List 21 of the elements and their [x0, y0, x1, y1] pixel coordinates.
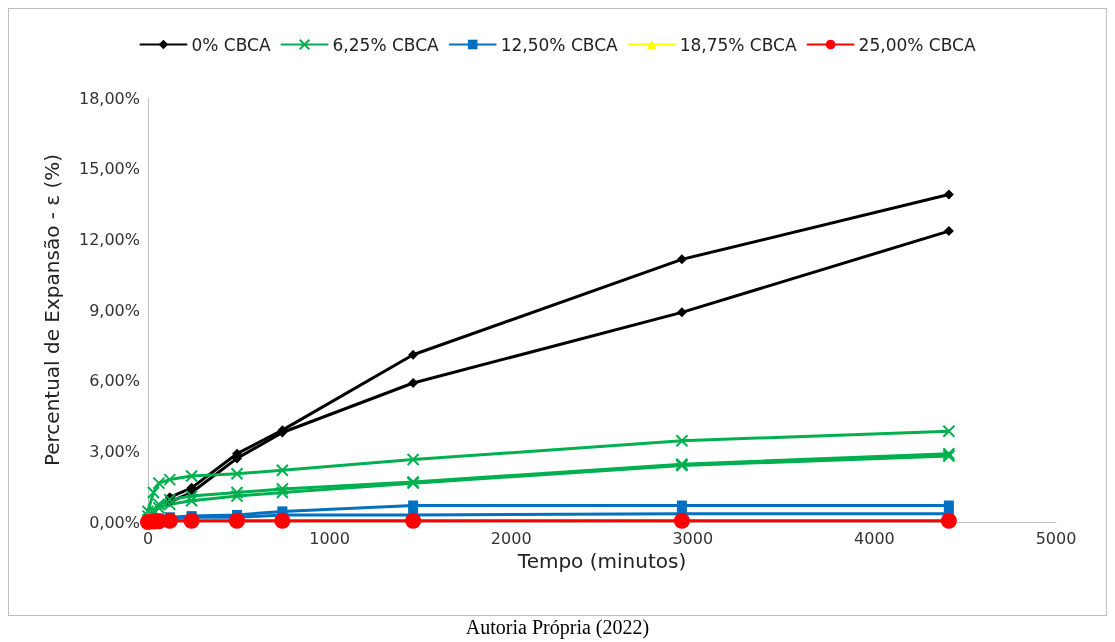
y-tick-label: 15,00% [78, 159, 140, 179]
x-tick-label: 2000 [490, 528, 532, 548]
y-tick-label: 0,00% [89, 512, 140, 532]
y-tick-label: 12,00% [78, 229, 140, 249]
y-tick-label: 6,00% [89, 371, 140, 391]
y-tick-label: 3,00% [89, 441, 140, 461]
x-tick-label: 4000 [854, 528, 895, 548]
x-tick-label: 0 [142, 528, 154, 548]
x-axis-title: Tempo (minutos) [516, 548, 687, 573]
legend-label: 18,75% CBCA [679, 34, 797, 55]
legend-label: 0% CBCA [191, 34, 271, 55]
y-tick-label: 18,00% [78, 88, 140, 108]
legend-label: 6,25% CBCA [332, 34, 440, 55]
text: Autoria Própria (2022) [464, 616, 651, 639]
x-tick-label: 5000 [1035, 528, 1077, 548]
y-axis-title: Percentual de Expansão - ε (%) [40, 153, 64, 467]
x-tick-label: 1000 [309, 528, 350, 548]
y-tick-label: 9,00% [89, 300, 140, 320]
x-tick-label: 3000 [672, 528, 714, 548]
legend-label: 25,00% CBCA [858, 34, 976, 55]
legend-label: 12,50% CBCA [500, 34, 619, 55]
